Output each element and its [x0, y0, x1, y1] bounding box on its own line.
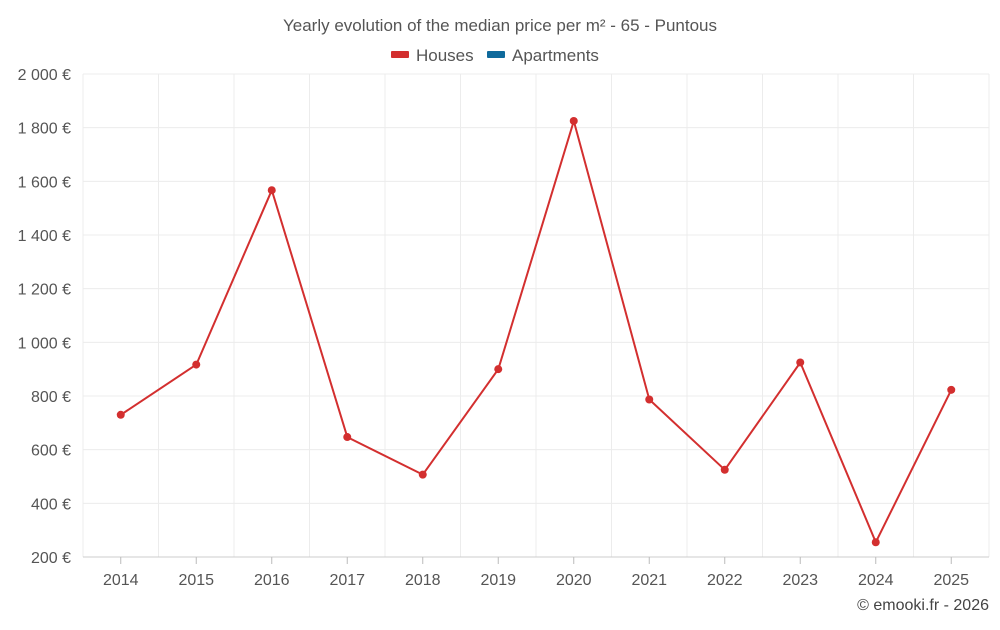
y-tick-label: 400 € [31, 496, 71, 513]
legend: Houses Apartments [391, 46, 599, 65]
data-point-houses [418, 470, 427, 479]
y-tick-label: 1 800 € [18, 121, 71, 138]
data-point-houses [796, 358, 805, 367]
y-tick-label: 200 € [31, 550, 71, 567]
x-tick-label: 2022 [707, 572, 743, 589]
series-line-houses [119, 120, 953, 544]
y-tick-label: 600 € [31, 443, 71, 460]
y-tick-label: 1 600 € [18, 174, 71, 191]
x-tick-label: 2017 [329, 572, 365, 589]
legend-label-houses[interactable]: Houses [416, 46, 474, 65]
x-tick-label: 2014 [103, 572, 139, 589]
data-point-houses [871, 538, 880, 547]
x-tick-label: 2015 [178, 572, 214, 589]
data-point-houses [569, 116, 578, 125]
credit-text: © emooki.fr - 2026 [857, 597, 989, 614]
y-tick-label: 800 € [31, 389, 71, 406]
x-tick-label: 2020 [556, 572, 592, 589]
legend-swatch-apartments[interactable] [487, 51, 505, 58]
x-tick-label: 2018 [405, 572, 441, 589]
x-tick-label: 2024 [858, 572, 894, 589]
grid [82, 73, 990, 557]
data-point-houses [720, 465, 729, 474]
data-point-houses [343, 433, 352, 442]
chart-title: Yearly evolution of the median price per… [283, 16, 717, 35]
data-point-houses [947, 385, 956, 394]
data-point-houses [267, 186, 276, 195]
axes: 200 € 400 € 600 € 800 € 1 000 € 1 200 € 1 400 … [18, 67, 989, 589]
x-tick-label: 2023 [782, 572, 818, 589]
x-tick-label: 2016 [254, 572, 290, 589]
x-tick-label: 2019 [480, 572, 516, 589]
data-point-houses [192, 360, 201, 369]
data-point-houses [494, 365, 503, 374]
data-point-houses [645, 395, 654, 404]
x-tick-label: 2025 [933, 572, 969, 589]
legend-swatch-houses[interactable] [391, 51, 409, 58]
legend-label-apartments[interactable]: Apartments [512, 46, 599, 65]
data-point-houses [116, 410, 125, 419]
y-tick-label: 1 200 € [18, 282, 71, 299]
series [116, 116, 956, 547]
x-tick-label: 2021 [631, 572, 667, 589]
y-tick-label: 2 000 € [18, 67, 71, 84]
y-tick-label: 1 400 € [18, 228, 71, 245]
y-tick-label: 1 000 € [18, 335, 71, 352]
